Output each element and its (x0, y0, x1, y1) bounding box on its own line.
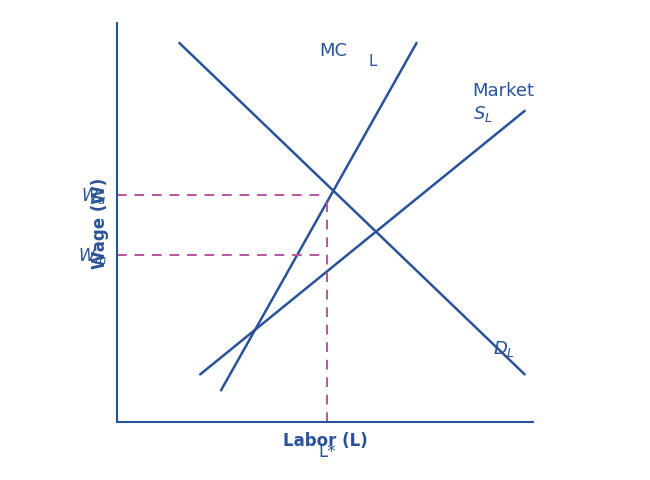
X-axis label: Labor (L): Labor (L) (283, 431, 367, 449)
Text: L*: L* (318, 443, 336, 460)
Text: $W_m$: $W_m$ (77, 245, 107, 265)
Text: $W_u$: $W_u$ (81, 185, 107, 205)
Text: $S_L$: $S_L$ (473, 104, 493, 124)
Y-axis label: Wage (W): Wage (W) (90, 178, 109, 269)
Text: L: L (369, 54, 377, 69)
Text: MC: MC (318, 42, 346, 60)
Text: $D_L$: $D_L$ (493, 339, 515, 359)
Text: Market: Market (473, 82, 535, 100)
